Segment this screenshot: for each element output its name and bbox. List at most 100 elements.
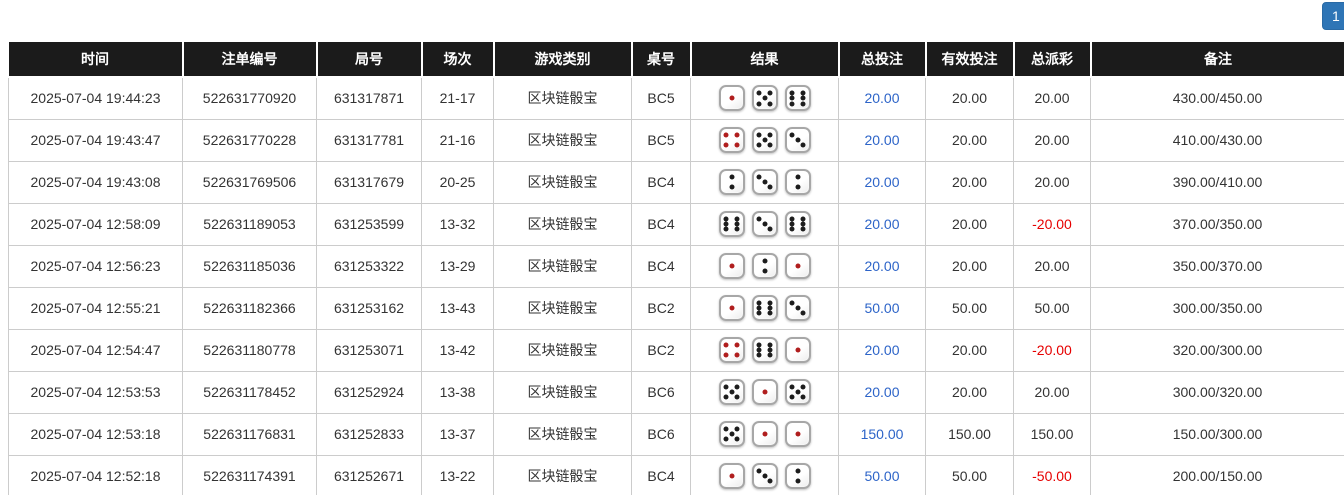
total-bet-cell: 20.00	[838, 160, 926, 204]
die-pip	[789, 216, 795, 222]
round-id-cell: 631252833	[316, 412, 422, 456]
die-2-icon	[784, 169, 811, 195]
die-pip	[756, 352, 762, 358]
die-pip	[723, 132, 729, 138]
die-pip	[723, 426, 729, 432]
die-pip	[723, 436, 729, 442]
valid-bet-cell: 20.00	[925, 118, 1014, 162]
game-type-cell: 区块链骰宝	[493, 370, 632, 414]
table-row: 2025-07-04 12:56:23 522631185036 631253322…	[8, 244, 1344, 288]
die-pip	[795, 478, 800, 484]
total-bet-link[interactable]: 20.00	[864, 90, 900, 107]
die-pip	[729, 473, 734, 479]
die-pip	[795, 184, 800, 190]
die-pip	[756, 305, 762, 311]
total-bet-link[interactable]: 20.00	[864, 384, 900, 400]
table-no-cell: BC4	[631, 454, 691, 495]
column-header-10: 备注	[1089, 42, 1344, 78]
die-pip	[795, 389, 800, 395]
die-pip	[734, 342, 740, 348]
column-header-9: 总派彩	[1012, 42, 1091, 78]
total-bet-link[interactable]: 20.00	[864, 342, 900, 358]
result-cell	[690, 412, 839, 456]
total-bet-link[interactable]: 20.00	[864, 132, 900, 148]
total-bet-link[interactable]: 50.00	[864, 300, 900, 316]
column-header-4: 游戏类别	[492, 42, 632, 78]
die-pip	[734, 384, 740, 390]
total-bet-link[interactable]: 20.00	[864, 216, 900, 232]
total-bet-cell: 20.00	[838, 328, 926, 372]
die-pip	[756, 342, 762, 348]
total-bet-link[interactable]: 20.00	[864, 174, 900, 190]
die-pip	[789, 300, 795, 306]
session-cell: 13-29	[421, 244, 494, 288]
remark-cell: 390.00/410.00	[1090, 160, 1344, 204]
die-pip	[795, 347, 800, 353]
die-3-icon	[751, 463, 778, 489]
die-pip	[762, 431, 767, 437]
die-pip	[762, 179, 767, 185]
table-row: 2025-07-04 12:54:47 522631180778 631253071…	[8, 328, 1344, 372]
valid-bet-cell: 20.00	[925, 76, 1014, 120]
table-no-cell: BC4	[631, 244, 691, 288]
time-cell: 2025-07-04 19:44:23	[8, 76, 183, 120]
total-payout-cell: 20.00	[1013, 160, 1091, 204]
die-pip	[762, 473, 767, 479]
die-pip	[734, 394, 740, 400]
time-cell: 2025-07-04 19:43:47	[8, 118, 183, 162]
total-bet-link[interactable]: 150.00	[860, 426, 904, 442]
round-id-cell: 631253599	[316, 202, 422, 246]
die-pip	[723, 221, 729, 227]
betting-records-table: 时间 注单编号 局号 场次 游戏类别 桌号 结果 总投注 有效投注 总派彩 备注 2025-07-0…	[8, 42, 1344, 495]
die-pip	[756, 347, 762, 353]
die-pip	[795, 263, 800, 269]
game-type-cell: 区块链骰宝	[493, 160, 632, 204]
remark-cell: 410.00/430.00	[1090, 118, 1344, 162]
remark-cell: 350.00/370.00	[1090, 244, 1344, 288]
die-pip	[800, 221, 806, 227]
valid-bet-cell: 20.00	[925, 370, 1014, 414]
table-row: 2025-07-04 12:55:21 522631182366 631253162…	[8, 286, 1344, 330]
die-2-icon	[751, 253, 778, 279]
session-cell: 13-42	[421, 328, 494, 372]
total-bet-cell: 50.00	[838, 286, 926, 330]
game-type-cell: 区块链骰宝	[493, 202, 632, 246]
time-cell: 2025-07-04 12:53:53	[8, 370, 183, 414]
table-row: 2025-07-04 19:44:23 522631770920 631317871…	[8, 76, 1344, 120]
table-no-cell: BC4	[631, 202, 691, 246]
die-1-icon	[784, 337, 811, 363]
die-5-icon	[751, 85, 778, 112]
table-no-cell: BC2	[631, 286, 691, 330]
total-bet-cell: 20.00	[838, 118, 926, 162]
die-pip	[729, 305, 734, 311]
die-4-icon	[718, 337, 745, 363]
total-bet-link[interactable]: 20.00	[864, 258, 900, 274]
total-payout-cell: 20.00	[1013, 118, 1091, 162]
remark-cell: 150.00/300.00	[1090, 412, 1344, 456]
die-pip	[789, 101, 795, 107]
session-cell: 20-25	[421, 160, 494, 204]
valid-bet-cell: 20.00	[925, 202, 1014, 246]
die-pip	[767, 352, 773, 358]
die-pip	[762, 268, 767, 274]
die-pip	[800, 394, 806, 400]
pagination-page-1-button[interactable]: 1	[1322, 2, 1344, 30]
total-bet-link[interactable]: 50.00	[864, 468, 900, 484]
die-pip	[723, 226, 729, 232]
round-id-cell: 631253071	[316, 328, 422, 372]
die-pip	[800, 90, 806, 96]
die-pip	[756, 132, 762, 138]
session-cell: 21-17	[421, 76, 494, 120]
die-pip	[756, 174, 762, 180]
game-type-cell: 区块链骰宝	[493, 412, 632, 456]
die-pip	[800, 95, 806, 101]
game-type-cell: 区块链骰宝	[493, 454, 632, 495]
table-row: 2025-07-04 12:53:53 522631178452 631252924…	[8, 370, 1344, 414]
column-header-5: 桌号	[630, 42, 691, 78]
die-pip	[723, 216, 729, 222]
die-pip	[734, 436, 740, 442]
die-pip	[767, 342, 773, 348]
die-pip	[734, 142, 740, 148]
die-pip	[762, 221, 767, 227]
result-cell	[690, 76, 839, 120]
